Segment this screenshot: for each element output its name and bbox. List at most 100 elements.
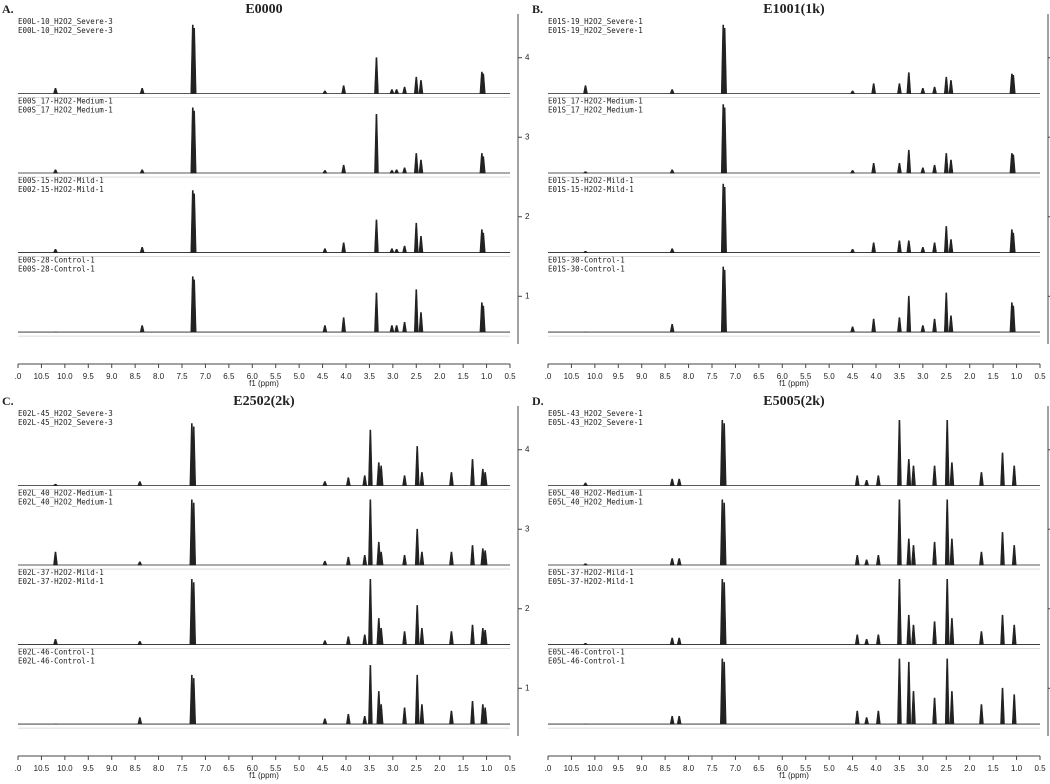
peak bbox=[362, 715, 368, 725]
peak bbox=[1000, 532, 1005, 566]
peak bbox=[402, 475, 407, 486]
peak bbox=[948, 315, 954, 333]
trace-name: E02L-45_H2O2_Severe-3 bbox=[18, 409, 113, 418]
x-tick-label: 5.0 bbox=[294, 372, 306, 381]
peak bbox=[897, 579, 902, 645]
peak bbox=[394, 325, 399, 333]
trace-name: E01S-15-H2O2-Mild-1 bbox=[548, 176, 634, 185]
x-tick-label: 4.5 bbox=[847, 764, 859, 773]
x-tick-label: 10.0 bbox=[587, 372, 603, 381]
peak bbox=[1000, 614, 1005, 645]
y-tick-label: 4 bbox=[525, 53, 530, 62]
x-tick-label: 9.0 bbox=[636, 764, 648, 773]
peak bbox=[721, 661, 727, 725]
peak bbox=[944, 420, 950, 486]
trace-name: E01S-30-Control-1 bbox=[548, 256, 625, 265]
x-tick-label: 1.0 bbox=[1011, 372, 1023, 381]
peak bbox=[897, 658, 902, 725]
x-tick-label: 9.5 bbox=[613, 764, 625, 773]
peak bbox=[419, 472, 425, 486]
x-tick-label: 0.5 bbox=[1034, 372, 1046, 381]
peak bbox=[932, 465, 937, 486]
peak bbox=[906, 614, 912, 645]
peak bbox=[871, 242, 877, 253]
peak bbox=[979, 631, 984, 645]
peak bbox=[582, 482, 589, 486]
peak bbox=[137, 481, 143, 486]
x-tick-label: 3.5 bbox=[894, 372, 906, 381]
peak bbox=[721, 582, 727, 645]
x-tick-label: 9.5 bbox=[613, 372, 625, 381]
peak bbox=[1000, 687, 1005, 725]
x-tick-label: 6.5 bbox=[753, 764, 765, 773]
peak bbox=[944, 579, 950, 645]
peak bbox=[1010, 154, 1016, 174]
x-tick-label: 3.0 bbox=[387, 764, 399, 773]
x-tick-label: 9.0 bbox=[636, 372, 648, 381]
peak bbox=[669, 248, 675, 253]
peak bbox=[53, 169, 58, 174]
peak bbox=[920, 167, 926, 174]
chart-title: E1001(1k) bbox=[763, 2, 825, 17]
x-tick-label: 4.0 bbox=[340, 372, 352, 381]
peak bbox=[871, 318, 876, 333]
peak bbox=[669, 715, 675, 725]
peak bbox=[389, 170, 395, 174]
peak bbox=[582, 171, 589, 174]
peak bbox=[139, 247, 145, 253]
peak bbox=[943, 226, 949, 253]
peak bbox=[875, 475, 881, 486]
chart-title: E5005(2k) bbox=[763, 394, 825, 409]
x-tick-label: .0 bbox=[545, 764, 552, 773]
peak bbox=[906, 459, 912, 486]
peak bbox=[470, 459, 475, 486]
x-tick-label: 10.5 bbox=[564, 764, 580, 773]
peak bbox=[932, 164, 937, 174]
x-tick-label: 6.0 bbox=[777, 764, 789, 773]
peak bbox=[582, 563, 589, 566]
peak bbox=[52, 483, 59, 486]
peak bbox=[413, 289, 419, 333]
x-tick-label: 1.5 bbox=[458, 764, 470, 773]
peak bbox=[1011, 694, 1017, 725]
peak bbox=[139, 325, 145, 333]
x-tick-label: 1.0 bbox=[1011, 764, 1023, 773]
peak bbox=[906, 295, 912, 333]
peak bbox=[864, 480, 870, 486]
peak bbox=[944, 499, 950, 566]
trace-label: E05L-43_H2O2_Severe-1 bbox=[548, 418, 643, 427]
peak bbox=[394, 169, 400, 174]
peak bbox=[482, 629, 488, 645]
x-tick-label: 8.5 bbox=[660, 372, 672, 381]
trace-label: E01S-15-H2O2-Mild-1 bbox=[548, 185, 634, 194]
peak bbox=[669, 478, 675, 486]
peak bbox=[345, 636, 351, 645]
x-tick-label: 9.5 bbox=[83, 372, 95, 381]
peak bbox=[875, 634, 881, 645]
peak bbox=[854, 710, 860, 725]
peak bbox=[368, 429, 373, 486]
x-tick-label: 2.5 bbox=[941, 372, 953, 381]
x-tick-label: 1.5 bbox=[988, 764, 1000, 773]
peak bbox=[932, 621, 937, 645]
x-tick-label: 4.5 bbox=[317, 764, 329, 773]
x-tick-label: 3.0 bbox=[917, 764, 929, 773]
x-tick-label: 4.0 bbox=[870, 372, 882, 381]
y-tick-label: 1 bbox=[525, 291, 530, 300]
peak bbox=[722, 269, 727, 333]
x-tick-label: 8.0 bbox=[683, 764, 695, 773]
peak bbox=[191, 279, 197, 333]
peak bbox=[864, 639, 870, 645]
peak bbox=[413, 76, 419, 94]
peak bbox=[191, 426, 197, 486]
peak bbox=[1000, 452, 1005, 486]
peak bbox=[911, 465, 916, 486]
trace-label: E02L_40_H2O2_Medium-1 bbox=[18, 497, 113, 506]
peak bbox=[943, 153, 949, 174]
peak bbox=[414, 528, 420, 566]
peak bbox=[378, 551, 384, 566]
peak bbox=[345, 556, 351, 566]
peak bbox=[897, 420, 902, 486]
trace-label: E05L-46-Control-1 bbox=[548, 657, 625, 666]
peak bbox=[402, 554, 407, 566]
